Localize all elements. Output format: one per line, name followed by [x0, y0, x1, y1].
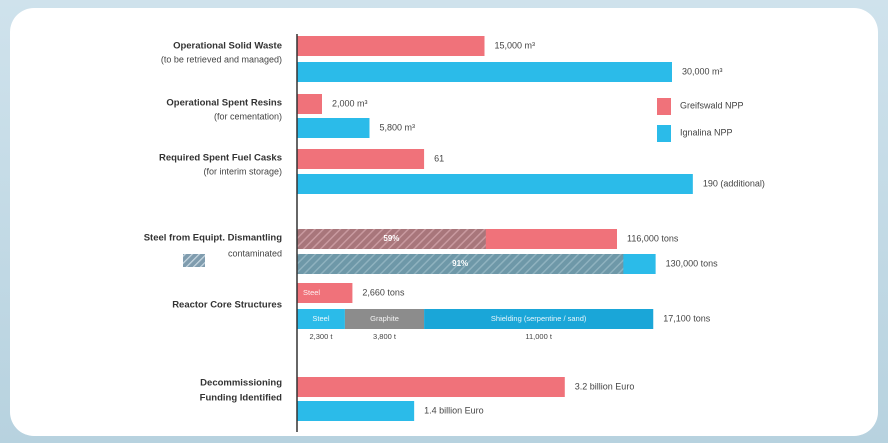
total-label: 17,100 tons — [663, 313, 711, 323]
contaminated-part — [297, 229, 486, 249]
contaminated-label: 59% — [383, 234, 399, 243]
bar — [297, 118, 370, 138]
bar-segment — [424, 309, 654, 329]
segment-label: 3,800 t — [373, 332, 397, 341]
segment-name: Graphite — [370, 314, 399, 323]
segment-name: Shielding (serpentine / sand) — [491, 314, 587, 323]
group-sublabel: Funding Identified — [200, 393, 283, 404]
value-label: 1.4 billion Euro — [424, 405, 484, 415]
group-label: Reactor Core Structures — [172, 300, 282, 311]
group-label: Decommissioning — [200, 378, 282, 389]
group-label: Operational Spent Resins — [166, 98, 282, 109]
bar — [297, 377, 565, 397]
legend-swatch — [657, 125, 671, 142]
bar — [297, 174, 693, 194]
group-sublabel: (to be retrieved and managed) — [161, 54, 282, 64]
bar-segment — [297, 309, 345, 329]
bar-segment — [297, 283, 353, 303]
bar-segment — [344, 309, 425, 329]
bar — [297, 62, 672, 82]
bar — [297, 401, 415, 421]
group-sublabel: (for cementation) — [214, 111, 282, 121]
segment-label: 11,000 t — [525, 332, 552, 341]
bar — [297, 36, 485, 56]
contaminated-label: 91% — [452, 259, 468, 268]
legend-swatch — [657, 98, 671, 115]
value-label: 61 — [434, 153, 444, 163]
contaminated-part — [297, 254, 624, 274]
group-sublabel: (for interim storage) — [203, 166, 282, 176]
value-label: 130,000 tons — [666, 258, 719, 268]
value-label: 15,000 m³ — [495, 40, 536, 50]
legend-label: Ignalina NPP — [680, 127, 733, 137]
segment-name: Steel — [312, 314, 329, 323]
value-label: 30,000 m³ — [682, 66, 723, 76]
bar — [297, 149, 425, 169]
contaminated-swatch — [183, 254, 205, 267]
segment-name: Steel — [303, 288, 320, 297]
group-label: Operational Solid Waste — [173, 41, 282, 52]
value-label: 5,800 m³ — [380, 122, 416, 132]
bar — [297, 94, 322, 114]
contaminated-legend: contaminated — [228, 248, 282, 258]
group-label: Steel from Equipt. Dismantling — [144, 233, 282, 244]
value-label: 3.2 billion Euro — [575, 381, 635, 391]
value-label: 116,000 tons — [627, 233, 679, 243]
segment-label: 2,300 t — [309, 332, 333, 341]
value-label: 2,000 m³ — [332, 98, 368, 108]
total-label: 2,660 tons — [362, 287, 405, 297]
legend-label: Greifswald NPP — [680, 100, 744, 110]
plot: Greifswald NPP Ignalina NPP Operational So… — [144, 36, 765, 421]
group-label: Required Spent Fuel Casks — [159, 153, 282, 164]
value-label: 190 (additional) — [703, 178, 765, 188]
